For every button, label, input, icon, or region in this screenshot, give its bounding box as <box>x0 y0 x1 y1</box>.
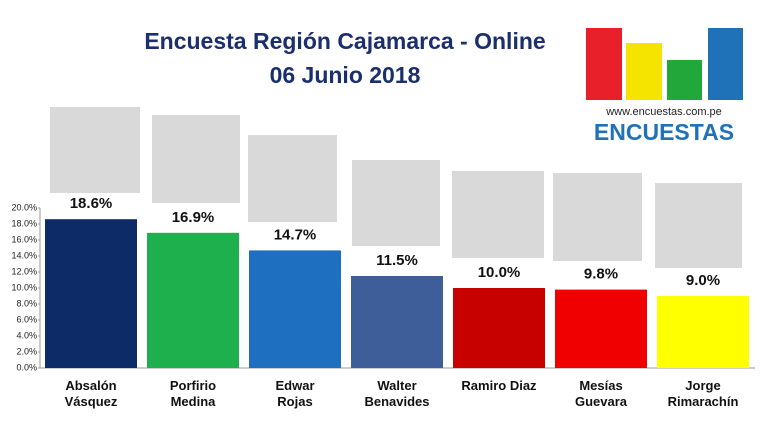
x-tick-label: Mesías Guevara <box>574 378 628 409</box>
value-label: 10.0% <box>478 264 521 281</box>
bar <box>249 250 341 368</box>
y-tick-label: 2.0% <box>16 346 37 356</box>
logo-bar <box>667 60 702 100</box>
logo-brand: ENCUESTAS <box>594 119 734 145</box>
y-tick-label: 8.0% <box>16 298 37 308</box>
logo-bar <box>626 43 662 100</box>
x-tick-label: Jorge Rimarachín <box>667 378 739 409</box>
photo <box>655 183 742 268</box>
value-label: 14.7% <box>274 226 317 243</box>
y-tick-label: 14.0% <box>11 250 37 260</box>
logo: www.encuestas.com.pe ENCUESTAS <box>586 28 743 145</box>
y-tick-label: 10.0% <box>11 282 37 292</box>
y-tick-label: 18.0% <box>11 218 37 228</box>
bar <box>657 296 749 368</box>
logo-url: www.encuestas.com.pe <box>605 106 722 118</box>
y-tick-label: 12.0% <box>11 266 37 276</box>
bar <box>555 289 647 368</box>
value-label: 11.5% <box>376 252 418 269</box>
x-tick-label: Absalón Vásquez <box>64 378 118 409</box>
y-tick-label: 6.0% <box>16 314 37 324</box>
photo <box>352 160 440 246</box>
logo-bar <box>708 28 743 100</box>
logo-bar <box>586 28 622 100</box>
chart-subtitle: 06 Junio 2018 <box>270 62 421 88</box>
x-tick-label: Ramiro Diaz <box>461 378 537 393</box>
value-label: 9.8% <box>584 266 618 283</box>
photos <box>50 107 742 268</box>
photo <box>452 171 544 258</box>
chart-title: Encuesta Región Cajamarca - Online <box>144 28 545 54</box>
bar <box>453 288 545 368</box>
bar <box>351 276 443 368</box>
photo <box>553 173 642 261</box>
value-label: 9.0% <box>686 272 720 289</box>
x-tick-label: Edwar Rojas <box>275 378 315 409</box>
bar <box>147 232 239 368</box>
x-tick-label: Walter Benavides <box>364 378 430 409</box>
photo <box>50 107 140 193</box>
value-label: 16.9% <box>172 209 215 226</box>
x-tick-label: Porfirio Medina <box>169 378 217 409</box>
y-tick-label: 16.0% <box>11 234 37 244</box>
y-tick-label: 4.0% <box>16 330 37 340</box>
photo <box>152 115 240 203</box>
y-tick-label: 20.0% <box>11 202 37 212</box>
y-tick-label: 0.0% <box>16 362 37 372</box>
bar <box>45 219 137 368</box>
photo <box>248 135 337 222</box>
value-label: 18.6% <box>70 195 113 212</box>
